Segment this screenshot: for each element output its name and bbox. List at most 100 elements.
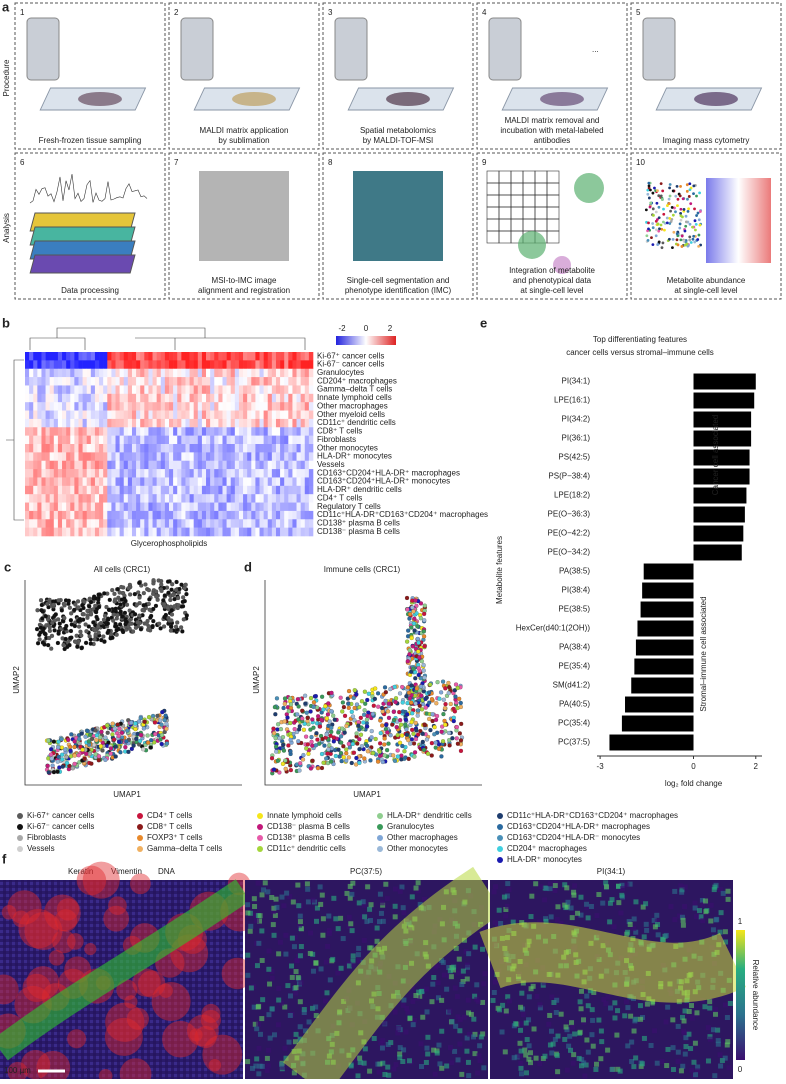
heatmap-cell (201, 485, 207, 495)
msi-pixel (385, 1042, 391, 1048)
step-caption: Single-cell segmentation and (347, 276, 450, 285)
heatmap-cell (57, 427, 63, 436)
heatmap-cell (49, 460, 55, 470)
msi-pixel (533, 881, 539, 887)
step-number: 9 (482, 158, 487, 167)
heatmap-cell (49, 427, 55, 436)
heatmap-cell (267, 444, 273, 453)
heatmap-cell (37, 368, 42, 378)
heatmap-cell (288, 444, 293, 453)
heatmap-cell (90, 418, 96, 428)
msi-pixel (681, 1018, 687, 1024)
msi-pixel (297, 953, 303, 959)
umap-dot (418, 601, 424, 606)
legend-swatch (137, 835, 143, 841)
heatmap-cell (152, 477, 157, 487)
heatmap-cell (94, 402, 100, 411)
msi-pixel (526, 1043, 532, 1049)
heatmap-cell (304, 502, 310, 512)
umap-dot (397, 740, 403, 745)
heatmap-cell (243, 368, 248, 378)
heatmap-cell (156, 452, 162, 462)
umap-dot (397, 691, 403, 696)
heatmap-cell (308, 393, 314, 403)
heatmap-cell (164, 402, 170, 411)
msi-pixel (254, 1026, 260, 1032)
umap-dot (692, 184, 696, 188)
msi-pixel (652, 924, 658, 930)
heatmap-cell (284, 527, 289, 537)
umap-dot (689, 202, 693, 206)
msi-pixel (361, 937, 367, 943)
umap-dot (46, 770, 51, 775)
heatmap-cell (152, 368, 157, 378)
msi-pixel (425, 1051, 431, 1057)
heatmap-cell (144, 527, 149, 537)
scale-bar-label: 100 µm (4, 1066, 31, 1075)
heatmap-cell (99, 444, 104, 453)
heatmap-cell (255, 527, 260, 537)
heatmap-cell (152, 418, 157, 428)
umap-dot (346, 705, 351, 711)
panel-letter: d (244, 559, 252, 574)
heatmap-cell (222, 460, 227, 470)
heatmap-cell (300, 393, 306, 403)
heatmap-cell (53, 427, 59, 436)
heatmap-cell (136, 519, 141, 528)
keratin-blob (189, 1028, 203, 1042)
umap-dot (114, 628, 119, 633)
umap-dot (447, 743, 452, 748)
msi-pixel (255, 1021, 261, 1027)
msi-pixel (367, 917, 373, 923)
heatmap-cell (280, 368, 285, 378)
umap-dot (91, 620, 96, 625)
msi-pixel (554, 997, 560, 1003)
umap-dot (422, 618, 427, 623)
umap-dot (671, 237, 675, 241)
y-tick-label: SM(d41:2) (553, 681, 591, 690)
heatmap-cell (214, 502, 219, 512)
heatmap-cell (144, 469, 149, 478)
msi-pixel (723, 939, 729, 945)
legend-label: CD4⁺ T cells (147, 811, 192, 820)
umap-dot (308, 696, 314, 701)
msi-pixel (641, 934, 647, 940)
heatmap-cell (53, 385, 59, 395)
umap-dot (412, 754, 417, 759)
heatmap-cell (37, 360, 42, 370)
heatmap-cell (94, 368, 100, 378)
msi-pixel (362, 1046, 368, 1052)
heatmap-cell (185, 360, 190, 370)
heatmap-cell (296, 527, 301, 537)
umap-dot (342, 730, 347, 735)
heatmap-cell (115, 485, 120, 495)
msi-pixel (367, 906, 373, 912)
umap-dot (49, 633, 55, 638)
heatmap-cell (210, 519, 215, 528)
heatmap-cell (173, 519, 178, 528)
umap-dot (321, 760, 326, 765)
umap-dot (411, 609, 416, 614)
msi-pixel (518, 1027, 524, 1033)
msi-pixel (247, 928, 253, 934)
heatmap-cell (136, 410, 141, 420)
heatmap-cell (214, 418, 219, 428)
heatmap-cell (197, 477, 203, 487)
umap-dot (434, 713, 440, 719)
heatmap-cell (226, 527, 232, 537)
heatmap-cell (99, 477, 104, 487)
heatmap-cell (169, 410, 174, 420)
heatmap-cell (308, 427, 314, 436)
heatmap-cell (177, 377, 182, 386)
heatmap-cell (267, 502, 273, 512)
umap-dot (155, 713, 160, 718)
umap-dot (409, 625, 414, 630)
heatmap-cell (160, 385, 166, 395)
legend-label: CD138⁻ plasma B cells (267, 822, 350, 831)
umap-dot (116, 733, 121, 739)
grid-cell (486, 206, 500, 220)
heatmap-cell (308, 385, 314, 395)
umap-dot (79, 731, 84, 736)
heatmap-cell (218, 410, 223, 420)
heatmap-cell (296, 519, 301, 528)
